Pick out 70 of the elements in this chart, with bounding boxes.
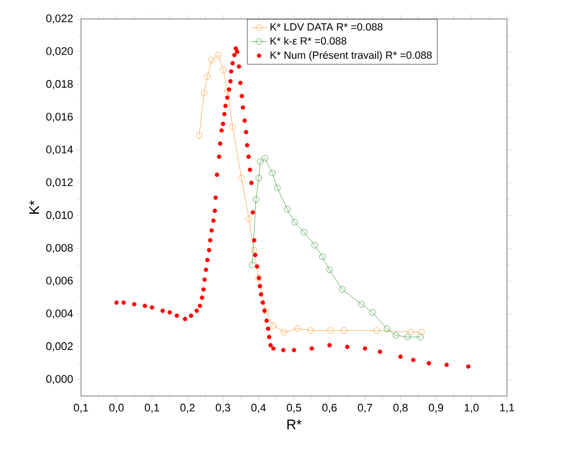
x-tick-label: 0,5 <box>286 404 302 413</box>
legend-label: K* k-ε R* =0.088 <box>270 36 346 45</box>
point <box>274 184 281 192</box>
point <box>404 334 411 340</box>
y-axis-title: K* <box>29 200 39 214</box>
x-tick-label: 0,8 <box>393 404 408 413</box>
point <box>340 327 348 334</box>
point <box>252 196 260 202</box>
y-tick-label: 0,012 <box>46 178 73 188</box>
y-tick-label: 0,022 <box>46 14 73 24</box>
point <box>392 332 400 339</box>
x-tick-label: 0,1 <box>144 404 160 413</box>
x-tick-label: 0,7 <box>358 404 372 413</box>
y-tick-label: 0,008 <box>46 244 73 254</box>
point <box>311 242 318 248</box>
x-tick-label: 0,0 <box>109 404 124 413</box>
y-tick-label: 0,006 <box>46 276 73 286</box>
point <box>384 326 390 332</box>
point <box>408 328 414 336</box>
y-tick-label: 0,020 <box>46 47 73 56</box>
point <box>294 326 301 332</box>
point <box>280 328 288 336</box>
point <box>270 322 277 329</box>
x-tick-label: 1,0 <box>464 404 479 413</box>
y-tick-label: 0,010 <box>46 211 73 220</box>
x-tick-label: 0,1 <box>74 404 88 413</box>
y-tick-label: 0,004 <box>46 310 73 319</box>
x-tick-label: 0,6 <box>322 404 337 413</box>
y-tick-label: 0,018 <box>46 80 73 90</box>
point <box>257 158 264 165</box>
point <box>327 327 334 334</box>
y-tick-label: 0,000 <box>46 375 73 384</box>
point <box>215 52 222 58</box>
point <box>238 174 245 182</box>
y-tick-label: 0,014 <box>46 146 73 155</box>
point <box>339 286 346 293</box>
legend-label: K* LDV DATA R* =0.088 <box>270 23 383 31</box>
point <box>248 262 256 268</box>
x-tick-label: 0,2 <box>180 404 195 413</box>
point <box>319 253 326 260</box>
point <box>300 228 308 236</box>
point <box>417 334 424 340</box>
point <box>374 327 380 334</box>
point <box>204 73 211 80</box>
x-tick-label: 0,4 <box>251 404 266 413</box>
point <box>224 88 231 94</box>
point <box>250 246 258 254</box>
x-axis-title: R* <box>287 420 302 430</box>
point <box>208 56 215 64</box>
point <box>196 132 202 139</box>
point <box>262 155 268 162</box>
x-tick-label: 1,1 <box>500 404 514 413</box>
point <box>284 206 290 212</box>
point <box>220 66 227 73</box>
point <box>369 309 376 316</box>
point <box>201 90 208 96</box>
point <box>358 301 365 308</box>
point <box>292 219 298 226</box>
point <box>246 216 252 222</box>
legend-label: K* Num (Présent travail) R* =0.088 <box>270 51 432 61</box>
y-tick-label: 0,002 <box>46 342 73 352</box>
y-tick-label: 0,016 <box>46 112 73 122</box>
x-tick-label: 0,3 <box>216 404 230 413</box>
x-tick-label: 0,9 <box>428 404 444 413</box>
point <box>269 170 276 176</box>
point <box>308 327 314 334</box>
point <box>229 124 236 130</box>
point <box>418 328 425 336</box>
point <box>326 266 333 273</box>
point <box>256 174 262 182</box>
